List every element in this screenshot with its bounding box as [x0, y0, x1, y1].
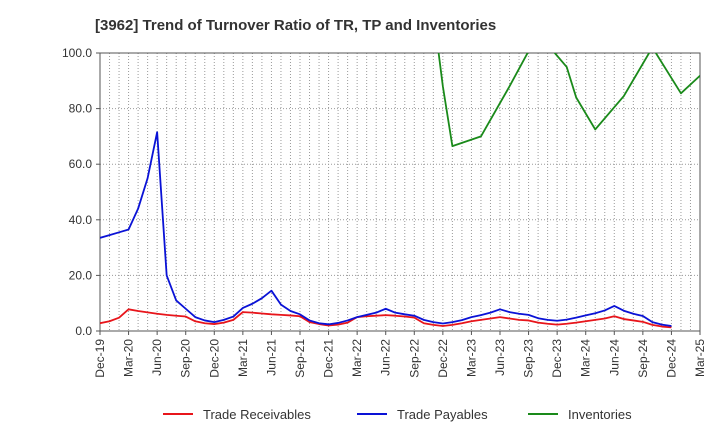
legend-label: Trade Payables — [397, 407, 488, 422]
y-tick-label: 80.0 — [69, 102, 93, 116]
x-tick-label: Mar-25 — [693, 339, 707, 377]
x-tick-label: Dec-19 — [93, 339, 107, 378]
plot-frame — [99, 52, 701, 332]
legend: Trade Receivables Trade Payables Inventori… — [163, 407, 632, 422]
y-tick-label: 20.0 — [69, 268, 93, 282]
x-tick-label: Dec-22 — [436, 339, 450, 378]
x-tick-label: Mar-21 — [236, 339, 250, 377]
axes: 0.0 20.0 40.0 60.0 80.0 100.0 Dec-19 Mar-20 Jun-… — [62, 46, 707, 378]
series-line-trade-receivables — [100, 308, 672, 329]
y-tick-label: 40.0 — [69, 213, 93, 227]
legend-label: Inventories — [568, 407, 632, 422]
x-tick-label: Sep-21 — [293, 339, 307, 378]
x-tick-label: Dec-23 — [550, 339, 564, 378]
x-tick-label: Sep-22 — [407, 339, 421, 378]
x-tick-label: Sep-24 — [636, 339, 650, 378]
x-tick-label: Jun-20 — [150, 339, 164, 376]
x-tick-label: Sep-23 — [522, 339, 536, 378]
y-tick-label: 100.0 — [62, 46, 92, 60]
x-tick-label: Dec-24 — [664, 339, 678, 378]
x-tick-label: Jun-24 — [607, 339, 621, 376]
y-tick-label: 0.0 — [75, 324, 92, 338]
legend-label: Trade Receivables — [203, 407, 311, 422]
series-line-inventories — [437, 53, 700, 148]
x-tick-label: Dec-21 — [322, 339, 336, 378]
y-tick-label: 60.0 — [69, 157, 93, 171]
x-tick-label: Dec-20 — [207, 339, 221, 378]
x-tick-label: Jun-23 — [493, 339, 507, 376]
x-tick-label: Jun-21 — [264, 339, 278, 376]
x-tick-label: Mar-24 — [579, 339, 593, 377]
x-tick-label: Mar-23 — [464, 339, 478, 377]
x-tick-label: Mar-22 — [350, 339, 364, 377]
x-tick-label: Jun-22 — [379, 339, 393, 376]
chart-title: [3962] Trend of Turnover Ratio of TR, TP… — [95, 17, 496, 34]
grid — [100, 53, 700, 331]
x-tick-label: Mar-20 — [122, 339, 136, 377]
x-tick-label: Sep-20 — [179, 339, 193, 378]
series-line-trade-payables — [100, 131, 672, 327]
series-lines — [100, 53, 700, 329]
